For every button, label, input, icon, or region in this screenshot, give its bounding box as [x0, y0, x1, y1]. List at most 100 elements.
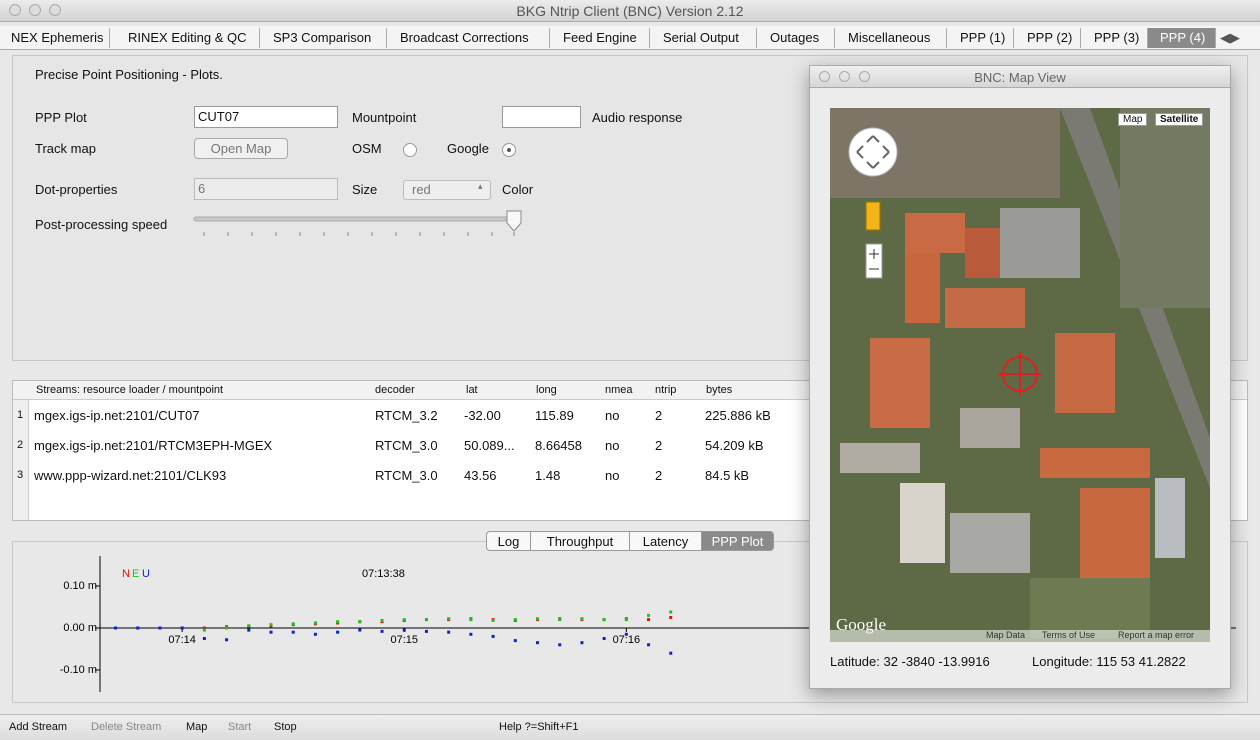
dot	[336, 630, 340, 634]
label: Mountpoint	[352, 110, 417, 125]
x-tick-label: 07:15	[390, 634, 418, 646]
label: Dot-properties	[35, 182, 118, 197]
map-footer-link[interactable]: Map Data	[986, 630, 1026, 640]
open-map-button[interactable]: Open Map	[194, 138, 288, 159]
column-header[interactable]: nmea	[605, 384, 633, 396]
tab[interactable]: SP3 Comparison	[260, 28, 387, 48]
toolbar-button[interactable]: Map	[186, 721, 208, 733]
table-cell: no	[605, 408, 620, 423]
zoom-button[interactable]	[49, 4, 61, 16]
dot	[447, 630, 451, 634]
y-tick-label: 0.10 m	[63, 580, 97, 592]
column-header[interactable]: lat	[466, 384, 478, 396]
dot	[469, 632, 473, 636]
minimize-button[interactable]	[29, 4, 41, 16]
column-header[interactable]: decoder	[375, 384, 415, 396]
row-header	[13, 400, 29, 520]
tab[interactable]: PPP (1)	[947, 28, 1014, 48]
toolbar-button[interactable]: Start	[228, 721, 252, 733]
table-cell: no	[605, 438, 620, 453]
map-title: BNC: Map View	[974, 70, 1066, 85]
row-number: 3	[17, 469, 24, 481]
tab[interactable]: Outages	[757, 28, 835, 48]
label: Audio response	[592, 110, 683, 125]
log-tab[interactable]: Latency	[629, 531, 702, 551]
toolbar-button[interactable]: Add Stream	[9, 721, 68, 733]
label: OSM	[352, 141, 382, 156]
tab[interactable]: PPP (3)	[1081, 28, 1148, 48]
table-cell: 225.886 kB	[705, 408, 771, 423]
color-select[interactable]: red	[403, 180, 491, 200]
satellite-type-button[interactable]: Satellite	[1155, 113, 1204, 126]
column-header[interactable]: Streams: resource loader / mountpoint	[36, 384, 224, 396]
label: Google	[447, 141, 489, 156]
dot	[558, 643, 562, 647]
table-cell: mgex.igs-ip.net:2101/RTCM3EPH-MGEX	[34, 438, 273, 453]
close-button[interactable]	[9, 4, 21, 16]
minimize-button[interactable]	[839, 71, 850, 82]
close-button[interactable]	[819, 71, 830, 82]
mountpoint-input[interactable]	[502, 106, 581, 128]
dot	[402, 618, 406, 622]
tab[interactable]: NEX Ephemeris	[0, 28, 110, 48]
dot	[513, 639, 517, 643]
satellite-map[interactable]	[830, 108, 1210, 642]
panel-heading: Precise Point Positioning - Plots.	[35, 67, 223, 82]
table-cell: 54.209 kB	[705, 438, 764, 453]
column-header[interactable]: ntrip	[655, 384, 677, 396]
column-header[interactable]: bytes	[706, 384, 733, 396]
dot	[202, 628, 206, 632]
zoom-button[interactable]	[859, 71, 870, 82]
dot	[669, 610, 673, 614]
legend-entry: N	[122, 568, 130, 580]
dot	[269, 623, 273, 627]
dot	[269, 630, 273, 634]
tab[interactable]: Serial Output	[650, 28, 757, 48]
log-tab[interactable]: Throughput	[530, 531, 630, 551]
dot	[624, 618, 628, 622]
label: Color	[502, 182, 534, 197]
tab[interactable]: RINEX Editing & QC	[110, 28, 260, 48]
dot	[491, 634, 495, 638]
label: PPP Plot	[35, 110, 87, 125]
toolbar-button[interactable]: Delete Stream	[91, 721, 162, 733]
map-title-bar: BNC: Map View	[810, 66, 1230, 88]
label: Size	[352, 182, 378, 197]
title-bar: BKG Ntrip Client (BNC) Version 2.12	[0, 0, 1260, 22]
tab[interactable]: Feed Engine	[550, 28, 650, 48]
ppp-plot: 07:13:38 0.10 m 0.00 m -0.10 m 07:14 07:15 07…	[60, 556, 1236, 692]
map-footer-link[interactable]: Terms of Use	[1042, 630, 1096, 640]
dot	[202, 637, 206, 640]
table-cell: 2	[655, 468, 663, 483]
table-cell: 115.89	[535, 408, 574, 423]
table-cell: 2	[655, 408, 663, 423]
google-radio[interactable]	[502, 143, 516, 157]
row-number: 2	[17, 439, 24, 451]
tab-selected[interactable]: PPP (4)	[1148, 28, 1216, 48]
x-tick-label: 07:14	[168, 634, 196, 646]
tab[interactable]: Miscellaneous	[835, 28, 947, 48]
table-cell: RTCM_3.0	[375, 468, 438, 483]
toolbar-button[interactable]: Stop	[274, 721, 297, 733]
table-cell: 1.48	[535, 468, 561, 483]
table-cell: 8.66458	[535, 438, 582, 453]
dot	[402, 628, 406, 632]
ppp-plot-input[interactable]: CUT07	[194, 106, 338, 128]
tab[interactable]: Broadcast Corrections	[387, 28, 550, 48]
dot	[358, 628, 362, 632]
tab[interactable]: PPP (2)	[1014, 28, 1081, 48]
dot-size-input[interactable]: 6	[194, 178, 338, 200]
log-tab[interactable]: Log	[486, 531, 531, 551]
map-footer-link[interactable]: Report a map error	[1118, 630, 1195, 640]
log-tab-selected[interactable]: PPP Plot	[701, 531, 774, 551]
map-type-button[interactable]: Map	[1118, 113, 1148, 126]
column-header[interactable]: long	[536, 384, 557, 396]
tab-scroll[interactable]: ◀▶	[1220, 30, 1240, 45]
dot	[424, 629, 428, 633]
dot	[225, 638, 229, 642]
speed-slider[interactable]	[190, 208, 530, 240]
map-logo: Google	[836, 615, 887, 634]
table-cell: 2	[655, 438, 663, 453]
osm-radio[interactable]	[403, 143, 417, 157]
